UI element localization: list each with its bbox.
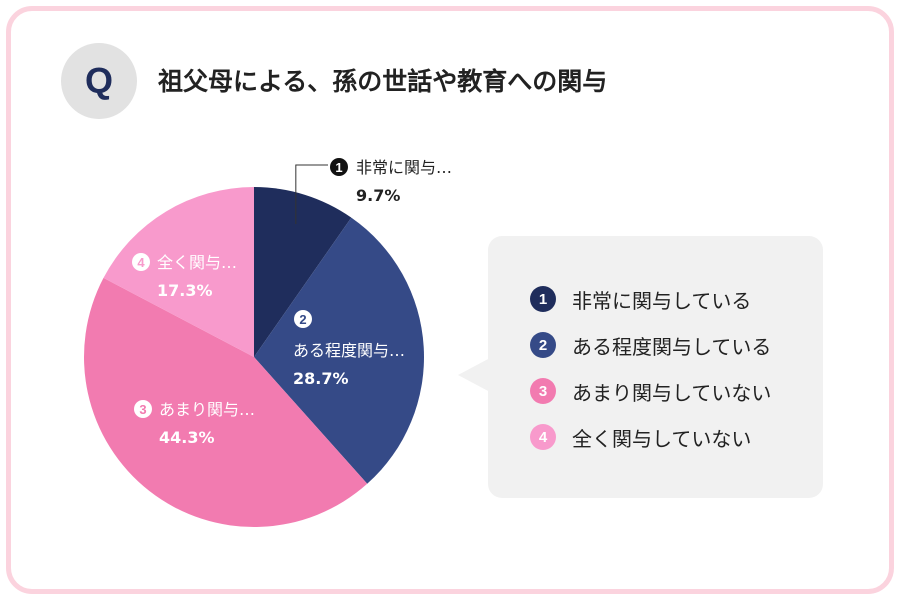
legend-label: あまり関与していない: [572, 380, 772, 405]
slice-number-badge: [294, 310, 312, 328]
pie-slice-1: [254, 187, 352, 357]
slice-number: 2: [299, 312, 306, 327]
slice-2-label: ある程度関与…: [293, 341, 405, 360]
legend-item: 1 非常に関与している: [530, 284, 771, 314]
pie-slice-3: [83, 277, 368, 528]
slice-number: 3: [139, 402, 146, 417]
question-badge: Q: [61, 43, 137, 119]
pie-slice-2: [254, 217, 424, 484]
slice-3-label: あまり関与…: [159, 400, 255, 419]
slice-2-value: 28.7%: [293, 369, 349, 388]
slice-1-number: 1: [330, 158, 348, 176]
chart-title: 祖父母による、孫の世話や教育への関与: [158, 67, 608, 96]
slice-1-value: 9.7%: [356, 186, 400, 205]
slice-number-badge: [134, 400, 152, 418]
slice-number: 1: [335, 160, 342, 175]
legend-bubble: [488, 236, 823, 498]
legend-item: 3 あまり関与していない: [530, 376, 771, 406]
slice-number-badge: [330, 158, 348, 176]
legend-number: 3: [530, 378, 556, 404]
pie-slice-4: [103, 187, 254, 357]
slice-number: 4: [137, 255, 145, 270]
legend-bubble-tail: [458, 358, 490, 392]
slice-2-number: 2: [294, 310, 312, 328]
slice-3-value: 44.3%: [159, 428, 215, 447]
legend-item: 2 ある程度関与している: [530, 330, 771, 360]
legend-number: 4: [530, 424, 556, 450]
legend-label: 全く関与していない: [572, 426, 752, 451]
legend-label: 非常に関与している: [572, 288, 752, 313]
slice-4-number: 4: [132, 253, 150, 271]
slice-3-number: 3: [134, 400, 152, 418]
legend: 1 非常に関与している 2 ある程度関与している 3 あまり関与していない 4 …: [530, 284, 771, 468]
slice-4-label: 全く関与…: [157, 253, 237, 272]
slice-number-badge: [132, 253, 150, 271]
slice-4-value: 17.3%: [157, 281, 213, 300]
leader-line: [295, 164, 328, 225]
legend-number: 1: [530, 286, 556, 312]
legend-label: ある程度関与している: [572, 334, 772, 359]
legend-number: 2: [530, 332, 556, 358]
slice-1-label: 非常に関与…: [356, 158, 452, 177]
legend-item: 4 全く関与していない: [530, 422, 771, 452]
